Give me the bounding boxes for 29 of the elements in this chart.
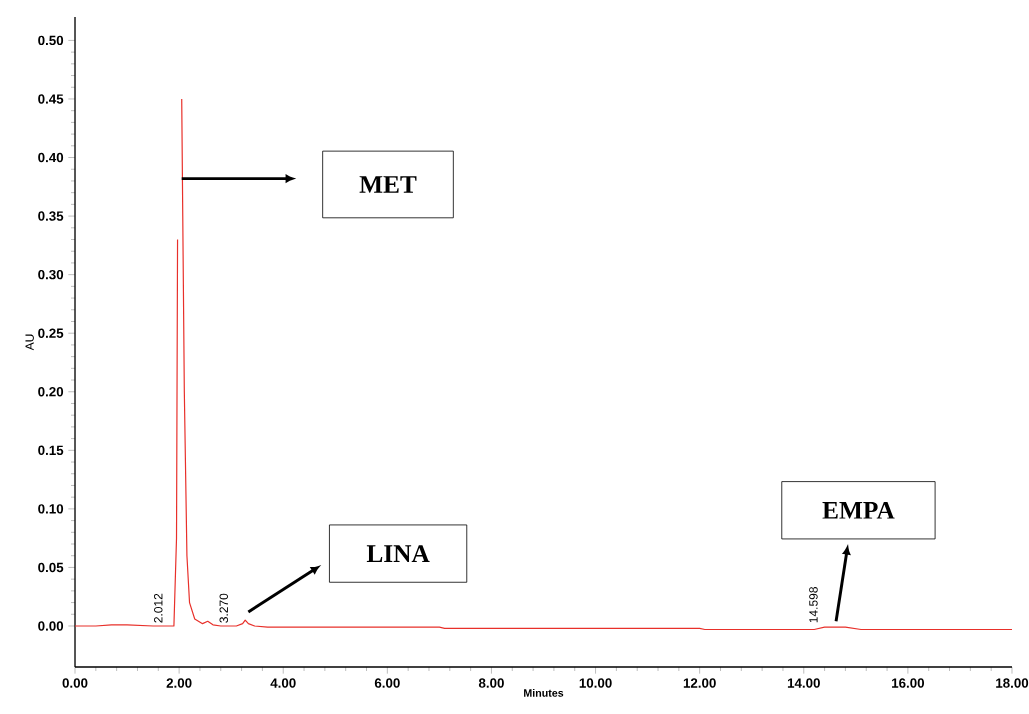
annotation: 14.598: [809, 587, 818, 623]
y-tick-label: 0.05: [38, 562, 64, 573]
x-axis-title: Minutes: [524, 688, 564, 697]
annotation: 2.012: [154, 593, 163, 623]
x-tick-label: 10.00: [579, 678, 612, 688]
y-tick-label: 0.10: [38, 504, 64, 514]
x-tick-label: 4.00: [270, 678, 296, 688]
y-tick-label: 0.35: [38, 211, 64, 221]
annotation: EMPA: [822, 501, 895, 519]
x-tick-label: 6.00: [374, 678, 400, 688]
x-tick-label: 2.00: [166, 678, 192, 688]
y-tick-label: 0.30: [38, 269, 64, 280]
annotation: 3.270: [219, 593, 229, 623]
y-tick-label: 0.15: [38, 445, 64, 456]
annotation: LINA: [366, 545, 430, 562]
y-tick-label: 0.00: [38, 621, 64, 631]
y-tick-label: 0.20: [38, 387, 64, 397]
y-tick-label: 0.45: [38, 94, 64, 104]
x-tick-label: 8.00: [478, 678, 504, 688]
x-tick-label: 0.00: [62, 678, 88, 688]
y-axis-title: AU: [25, 334, 34, 351]
x-tick-label: 18.00: [996, 678, 1029, 688]
annotation: MET: [359, 176, 417, 193]
y-tick-label: 0.40: [38, 152, 64, 163]
y-tick-label: 0.50: [38, 35, 64, 46]
x-tick-label: 12.00: [683, 678, 716, 688]
x-tick-label: 16.00: [892, 678, 925, 688]
y-tick-label: 0.25: [38, 328, 64, 338]
x-tick-label: 14.00: [787, 678, 820, 688]
